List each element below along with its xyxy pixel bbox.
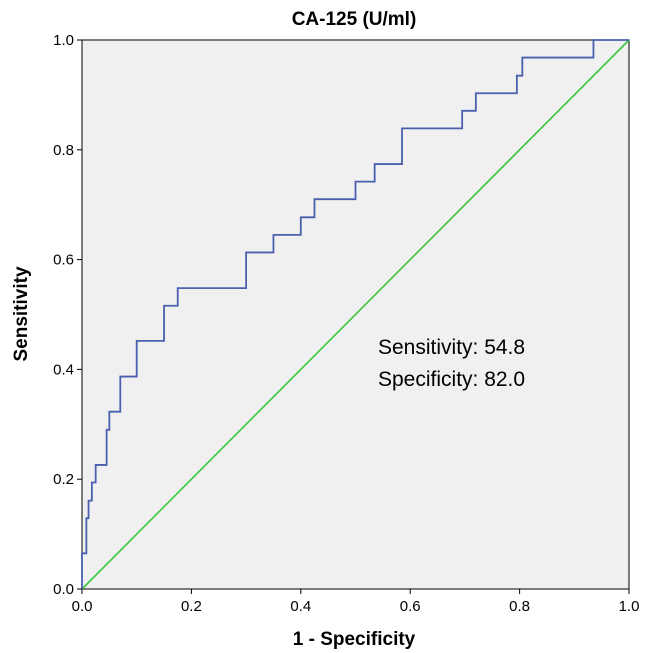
y-tick-label: 0.2 <box>53 471 74 488</box>
x-axis-label: 1 - Specificity <box>293 629 416 650</box>
reference-diagonal-line <box>81 39 630 590</box>
y-axis-label: Sensitivity <box>11 266 32 361</box>
y-tick-label: 0.0 <box>53 581 74 598</box>
y-axis-ticks: 0.0 0.2 0.4 0.6 0.8 1.0 <box>53 32 82 598</box>
x-axis-ticks: 0.0 0.2 0.4 0.6 0.8 1.0 <box>72 589 640 615</box>
reference-line-layer <box>81 39 630 590</box>
specificity-annotation: Specificity: 82.0 <box>378 368 525 391</box>
y-tick-label: 0.8 <box>53 142 74 159</box>
y-tick-label: 0.4 <box>53 361 74 378</box>
x-tick-label: 0.0 <box>72 598 93 615</box>
x-tick-label: 1.0 <box>619 598 640 615</box>
x-tick-label: 0.4 <box>290 598 311 615</box>
sensitivity-annotation: Sensitivity: 54.8 <box>378 336 525 359</box>
roc-curve-layer <box>81 39 629 589</box>
chart-title: CA-125 (U/ml) <box>292 9 417 30</box>
x-tick-label: 0.6 <box>400 598 421 615</box>
y-tick-label: 1.0 <box>53 32 74 49</box>
x-tick-label: 0.2 <box>181 598 202 615</box>
x-tick-label: 0.8 <box>509 598 530 615</box>
roc-curve-line <box>81 39 629 589</box>
y-tick-label: 0.6 <box>53 252 74 269</box>
